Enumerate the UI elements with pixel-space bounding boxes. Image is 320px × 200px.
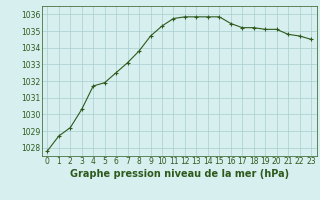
X-axis label: Graphe pression niveau de la mer (hPa): Graphe pression niveau de la mer (hPa) [70,169,289,179]
